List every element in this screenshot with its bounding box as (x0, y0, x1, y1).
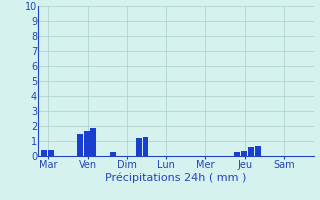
Bar (91, 128, 96, 156)
Bar (84, 131, 90, 156)
Bar (241, 151, 247, 156)
Bar (110, 152, 116, 156)
Bar (248, 147, 254, 156)
Bar (77, 134, 83, 156)
X-axis label: Précipitations 24h ( mm ): Précipitations 24h ( mm ) (105, 173, 247, 183)
Bar (136, 138, 141, 156)
Bar (255, 146, 260, 156)
Bar (234, 152, 240, 156)
Bar (143, 137, 148, 156)
Bar (41, 150, 47, 156)
Bar (48, 150, 54, 156)
